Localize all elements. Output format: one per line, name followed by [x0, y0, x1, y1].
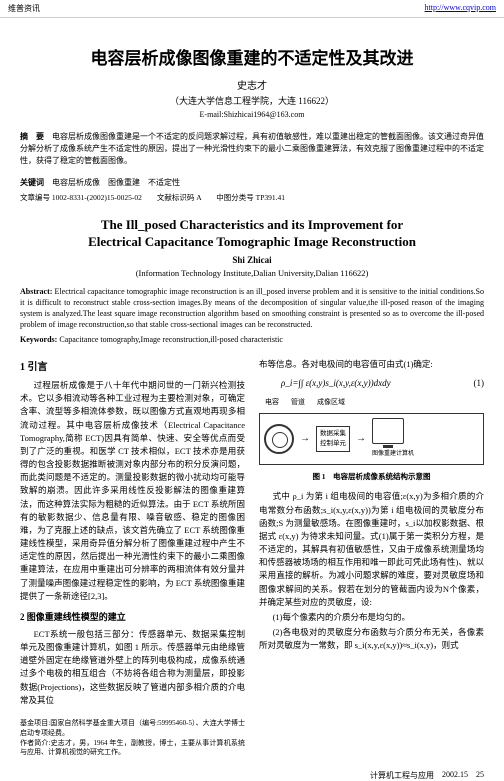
- fig1-caption: 图 1 电容层析成像系统结构示意图: [259, 471, 484, 483]
- right-column: 布等信息。各对电极间的电容值可由式(1)确定: ρ_i=∫∫ ε(x,y)s_i…: [259, 358, 484, 759]
- en-abstract-label: Abstract:: [20, 287, 52, 296]
- cn-email: E-mail:Shizhicai1964@163.com: [20, 110, 484, 119]
- cn-abstract: 摘 要 电容层析成像图像重建是一个不适定的反问题求解过程，具有初值敏感性，难以重…: [20, 131, 484, 167]
- formula-body: ρ_i=∫∫ ε(x,y)s_i(x,y,ε(x,y))dxdy: [281, 377, 391, 391]
- daq-box: 数据采集 控制单元: [316, 426, 350, 452]
- cn-affil: （大连大学信息工程学院，大连 116622）: [20, 94, 484, 107]
- two-column-body: 1 引言 过程层析成像是于八十年代中期问世的一门新兴检测技术。它以多相流动等各种…: [20, 358, 484, 759]
- doc-code: 文献标识码 A: [157, 193, 201, 202]
- funding-block: 基金项目:国家自然科学基金重大项目（编号:59995460-5）、大连大学博士启…: [20, 719, 245, 758]
- topbar-left: 维普资讯: [8, 3, 40, 14]
- page-footer: 计算机工程与应用 2002.15 25: [0, 770, 504, 781]
- arrow-icon: →: [300, 431, 310, 447]
- sec2-li2: (2)各电极对的灵敏度分布函数与介质分布无关，各像素所对灵敏度为一常数，即 s_…: [259, 626, 484, 652]
- equation-1: ρ_i=∫∫ ε(x,y)s_i(x,y,ε(x,y))dxdy (1): [259, 377, 484, 391]
- meta-line: 文章编号 1002-8331-(2002)15-0025-02 文献标识码 A …: [20, 192, 484, 203]
- sensor-icon: [264, 424, 294, 454]
- funding-line2: 作者简介:史志才，男，1964 年生，副教授，博士，主要从事计算机系统与应用、计…: [20, 739, 245, 759]
- cn-abstract-text: 电容层析成像图像重建是一个不适定的反问题求解过程，具有初值敏感性，难以重建出稳定…: [20, 132, 484, 165]
- sec2-p3r: 式中 ρ_i 为第 i 组电极间的电容值;ε(x,y)为多相介质的介电常数分布函…: [259, 490, 484, 609]
- recon-label: 图像重建计算机: [372, 450, 414, 459]
- eq-number: (1): [474, 377, 485, 391]
- fig-top-labels: 电容 管道 成像区域: [259, 397, 484, 408]
- class-code: 中图分类号 TP391.41: [216, 193, 285, 202]
- cn-author: 史志才: [20, 77, 484, 92]
- sec2-p1: ECT系统一般包括三部分：传感器单元、数据采集控制单元及图像重建计算机，如图 1…: [20, 628, 245, 707]
- cn-keywords-label: 关键词: [20, 178, 44, 187]
- daq-l2: 控制单元: [320, 440, 346, 447]
- cn-keywords: 关键词 电容层析成像 图像重建 不适定性: [20, 177, 484, 188]
- sec2-li1: (1)每个像素内的介质分布是均匀的。: [259, 611, 484, 624]
- footer-journal: 计算机工程与应用: [370, 770, 434, 781]
- cn-title: 电容层析成像图像重建的不适定性及其改进: [20, 44, 484, 69]
- en-affil: (Information Technology Institute,Dalian…: [20, 268, 484, 278]
- page-content: 电容层析成像图像重建的不适定性及其改进 史志才 （大连大学信息工程学院，大连 1…: [0, 18, 504, 766]
- topbar-url[interactable]: http://www.cqvip.com: [425, 3, 496, 14]
- en-abstract: Abstract: Electrical capacitance tomogra…: [20, 286, 484, 331]
- fig-label-0: 电容: [265, 397, 279, 408]
- article-id: 文章编号 1002-8331-(2002)15-0025-02: [20, 193, 142, 202]
- arrow-icon: →: [356, 431, 366, 447]
- en-keywords-text: Capacitance tomography,Image reconstruct…: [57, 335, 283, 344]
- en-keywords-label: Keywords:: [20, 335, 57, 344]
- fig-label-1: 管道: [291, 397, 305, 408]
- en-title-1: The Ill_posed Characteristics and its Im…: [101, 217, 403, 232]
- sec2-p2r: 布等信息。各对电极间的电容值可由式(1)确定:: [259, 358, 484, 371]
- cn-abstract-label: 摘 要: [20, 132, 44, 141]
- sec2-head: 2 图像重建线性模型的建立: [20, 611, 245, 625]
- cn-keywords-text: 电容层析成像 图像重建 不适定性: [52, 178, 180, 187]
- funding-line1: 基金项目:国家自然科学基金重大项目（编号:59995460-5）、大连大学博士启…: [20, 719, 245, 739]
- left-column: 1 引言 过程层析成像是于八十年代中期问世的一门新兴检测技术。它以多相流动等各种…: [20, 358, 245, 759]
- figure-1: → 数据采集 控制单元 → 图像重建计算机: [259, 413, 484, 464]
- footer-page: 25: [476, 770, 484, 781]
- fig-label-2: 成像区域: [317, 397, 345, 408]
- daq-l1: 数据采集: [320, 430, 346, 437]
- en-author: Shi Zhicai: [20, 255, 484, 265]
- en-title-2: Electrical Capacitance Tomographic Image…: [88, 234, 416, 249]
- en-title: The Ill_posed Characteristics and its Im…: [20, 217, 484, 251]
- footer-issue: 2002.15: [442, 770, 468, 781]
- sec1-head: 1 引言: [20, 360, 245, 376]
- top-bar: 维普资讯 http://www.cqvip.com: [0, 0, 504, 18]
- sec1-p1: 过程层析成像是于八十年代中期问世的一门新兴检测技术。它以多相流动等各种工业过程为…: [20, 379, 245, 603]
- en-abstract-text: Electrical capacitance tomographic image…: [20, 287, 484, 330]
- en-keywords: Keywords: Capacitance tomography,Image r…: [20, 335, 484, 344]
- monitor-icon: [372, 418, 404, 444]
